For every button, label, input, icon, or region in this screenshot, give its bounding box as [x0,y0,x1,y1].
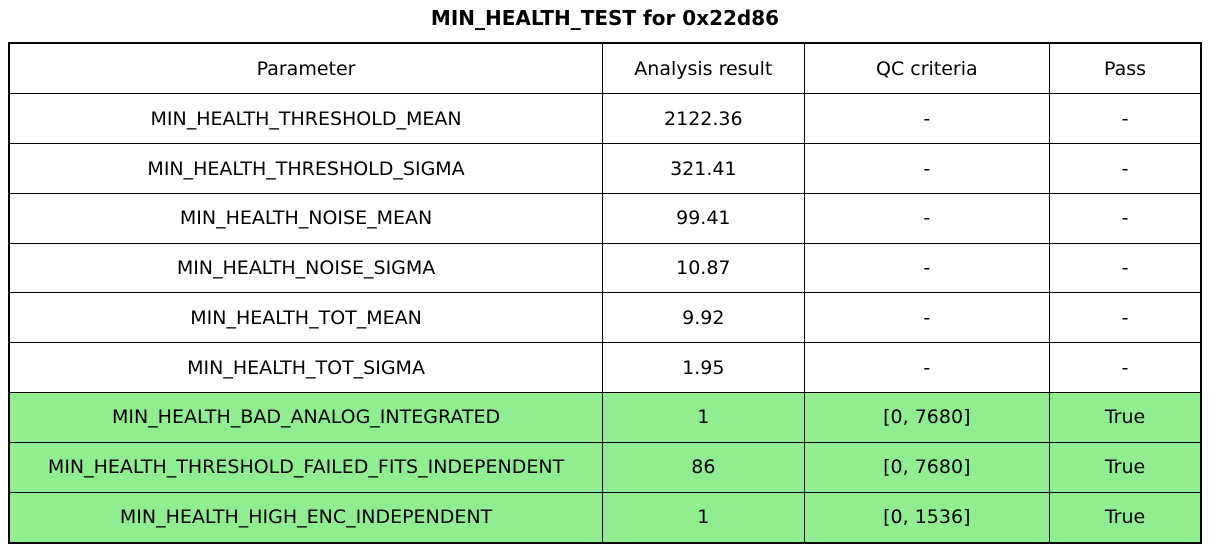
qc-cell: - [803,342,1051,394]
table-row: MIN_HEALTH_TOT_SIGMA 1.95 - - [8,342,1202,394]
pass-cell: True [1049,441,1202,493]
qc-cell: - [803,93,1051,145]
parameter-cell: MIN_HEALTH_NOISE_MEAN [8,192,604,244]
table-row: MIN_HEALTH_NOISE_MEAN 99.41 - - [8,192,1202,244]
qc-results-table: Parameter Analysis result QC criteria Pa… [8,42,1202,544]
pass-cell: - [1049,143,1202,194]
qc-cell: [0, 7680] [803,392,1051,443]
qc-cell: - [803,242,1051,294]
pass-cell: - [1049,192,1202,244]
parameter-cell: MIN_HEALTH_NOISE_SIGMA [8,242,604,294]
parameter-cell: MIN_HEALTH_TOT_SIGMA [8,342,604,394]
result-cell: 1.95 [602,342,805,394]
table-row: MIN_HEALTH_TOT_MEAN 9.92 - - [8,292,1202,344]
column-header-qc: QC criteria [803,42,1051,95]
table-row: MIN_HEALTH_NOISE_SIGMA 10.87 - - [8,242,1202,294]
column-header-pass: Pass [1049,42,1202,95]
pass-cell: - [1049,93,1202,145]
parameter-cell: MIN_HEALTH_HIGH_ENC_INDEPENDENT [8,491,604,544]
table-row: MIN_HEALTH_THRESHOLD_MEAN 2122.36 - - [8,93,1202,145]
result-cell: 10.87 [602,242,805,294]
column-header-result: Analysis result [602,42,805,95]
parameter-cell: MIN_HEALTH_THRESHOLD_SIGMA [8,143,604,194]
result-cell: 99.41 [602,192,805,244]
pass-cell: - [1049,342,1202,394]
result-cell: 1 [602,491,805,544]
parameter-cell: MIN_HEALTH_THRESHOLD_FAILED_FITS_INDEPEN… [8,441,604,493]
pass-cell: - [1049,242,1202,294]
result-cell: 9.92 [602,292,805,344]
qc-cell: [0, 7680] [803,441,1051,493]
table-row: MIN_HEALTH_THRESHOLD_SIGMA 321.41 - - [8,143,1202,194]
qc-cell: [0, 1536] [803,491,1051,544]
pass-cell: - [1049,292,1202,344]
page-title: MIN_HEALTH_TEST for 0x22d86 [430,6,780,30]
parameter-cell: MIN_HEALTH_BAD_ANALOG_INTEGRATED [8,392,604,443]
result-cell: 1 [602,392,805,443]
table-row-passed: MIN_HEALTH_THRESHOLD_FAILED_FITS_INDEPEN… [8,441,1202,493]
result-cell: 86 [602,441,805,493]
table-header-row: Parameter Analysis result QC criteria Pa… [8,42,1202,95]
pass-cell: True [1049,491,1202,544]
result-cell: 2122.36 [602,93,805,145]
parameter-cell: MIN_HEALTH_THRESHOLD_MEAN [8,93,604,145]
qc-cell: - [803,192,1051,244]
qc-cell: - [803,143,1051,194]
pass-cell: True [1049,392,1202,443]
parameter-cell: MIN_HEALTH_TOT_MEAN [8,292,604,344]
table-row-passed: MIN_HEALTH_BAD_ANALOG_INTEGRATED 1 [0, 7… [8,392,1202,443]
table-row-passed: MIN_HEALTH_HIGH_ENC_INDEPENDENT 1 [0, 15… [8,491,1202,544]
result-cell: 321.41 [602,143,805,194]
column-header-parameter: Parameter [8,42,604,95]
qc-cell: - [803,292,1051,344]
